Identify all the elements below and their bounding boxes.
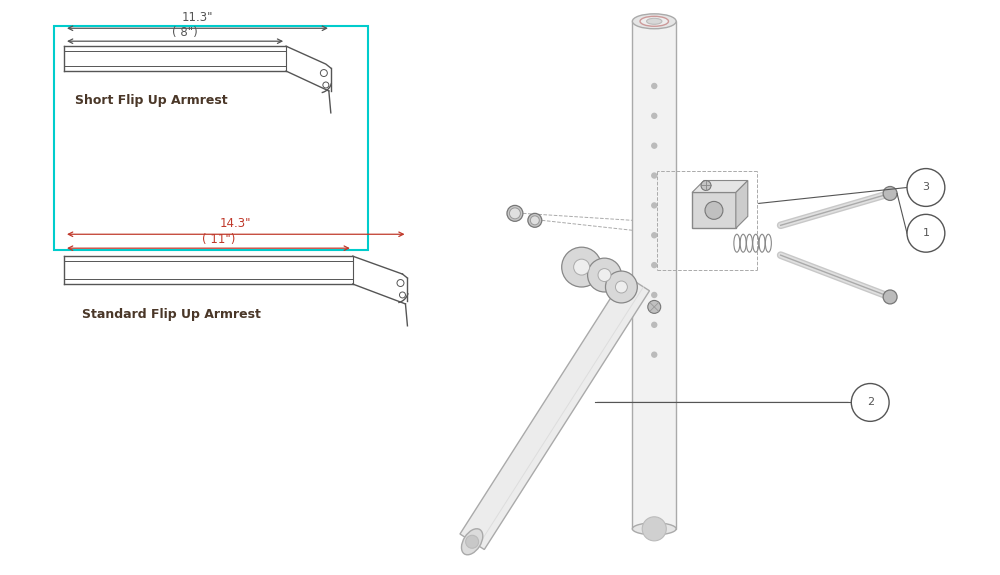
Circle shape xyxy=(652,352,657,357)
Ellipse shape xyxy=(640,16,668,26)
FancyBboxPatch shape xyxy=(632,21,676,529)
Ellipse shape xyxy=(588,258,621,292)
Ellipse shape xyxy=(605,271,637,303)
Circle shape xyxy=(907,168,945,206)
Ellipse shape xyxy=(461,529,483,555)
Text: Short Flip Up Armrest: Short Flip Up Armrest xyxy=(75,94,228,107)
Circle shape xyxy=(574,259,590,275)
Ellipse shape xyxy=(648,300,661,313)
Ellipse shape xyxy=(883,186,897,201)
Text: 11.3": 11.3" xyxy=(182,12,213,24)
Circle shape xyxy=(509,208,520,219)
Circle shape xyxy=(466,535,479,548)
Text: 1: 1 xyxy=(922,228,929,238)
Text: 2: 2 xyxy=(867,397,874,408)
FancyBboxPatch shape xyxy=(692,193,736,228)
Ellipse shape xyxy=(701,181,711,190)
Circle shape xyxy=(652,83,657,89)
Text: 3: 3 xyxy=(922,182,929,193)
Circle shape xyxy=(851,384,889,421)
Circle shape xyxy=(652,113,657,118)
Circle shape xyxy=(652,293,657,297)
Polygon shape xyxy=(692,181,748,193)
Circle shape xyxy=(652,263,657,267)
Circle shape xyxy=(652,323,657,327)
Text: 14.3": 14.3" xyxy=(220,217,252,230)
Circle shape xyxy=(642,517,666,541)
Ellipse shape xyxy=(562,247,602,287)
Circle shape xyxy=(530,216,539,225)
Circle shape xyxy=(652,143,657,148)
Text: ( 11"): ( 11") xyxy=(202,233,235,246)
Ellipse shape xyxy=(528,213,542,227)
Circle shape xyxy=(652,203,657,208)
Polygon shape xyxy=(736,181,748,228)
Circle shape xyxy=(598,269,611,282)
Circle shape xyxy=(907,214,945,252)
Polygon shape xyxy=(460,275,649,550)
Circle shape xyxy=(652,173,657,178)
Text: Standard Flip Up Armrest: Standard Flip Up Armrest xyxy=(82,308,261,321)
Circle shape xyxy=(615,281,627,293)
Ellipse shape xyxy=(632,14,676,29)
Circle shape xyxy=(652,233,657,237)
Ellipse shape xyxy=(883,290,897,304)
Ellipse shape xyxy=(647,18,662,24)
Text: ( 8"): ( 8") xyxy=(172,26,198,39)
Ellipse shape xyxy=(632,523,676,535)
Ellipse shape xyxy=(705,201,723,219)
Ellipse shape xyxy=(507,205,523,221)
